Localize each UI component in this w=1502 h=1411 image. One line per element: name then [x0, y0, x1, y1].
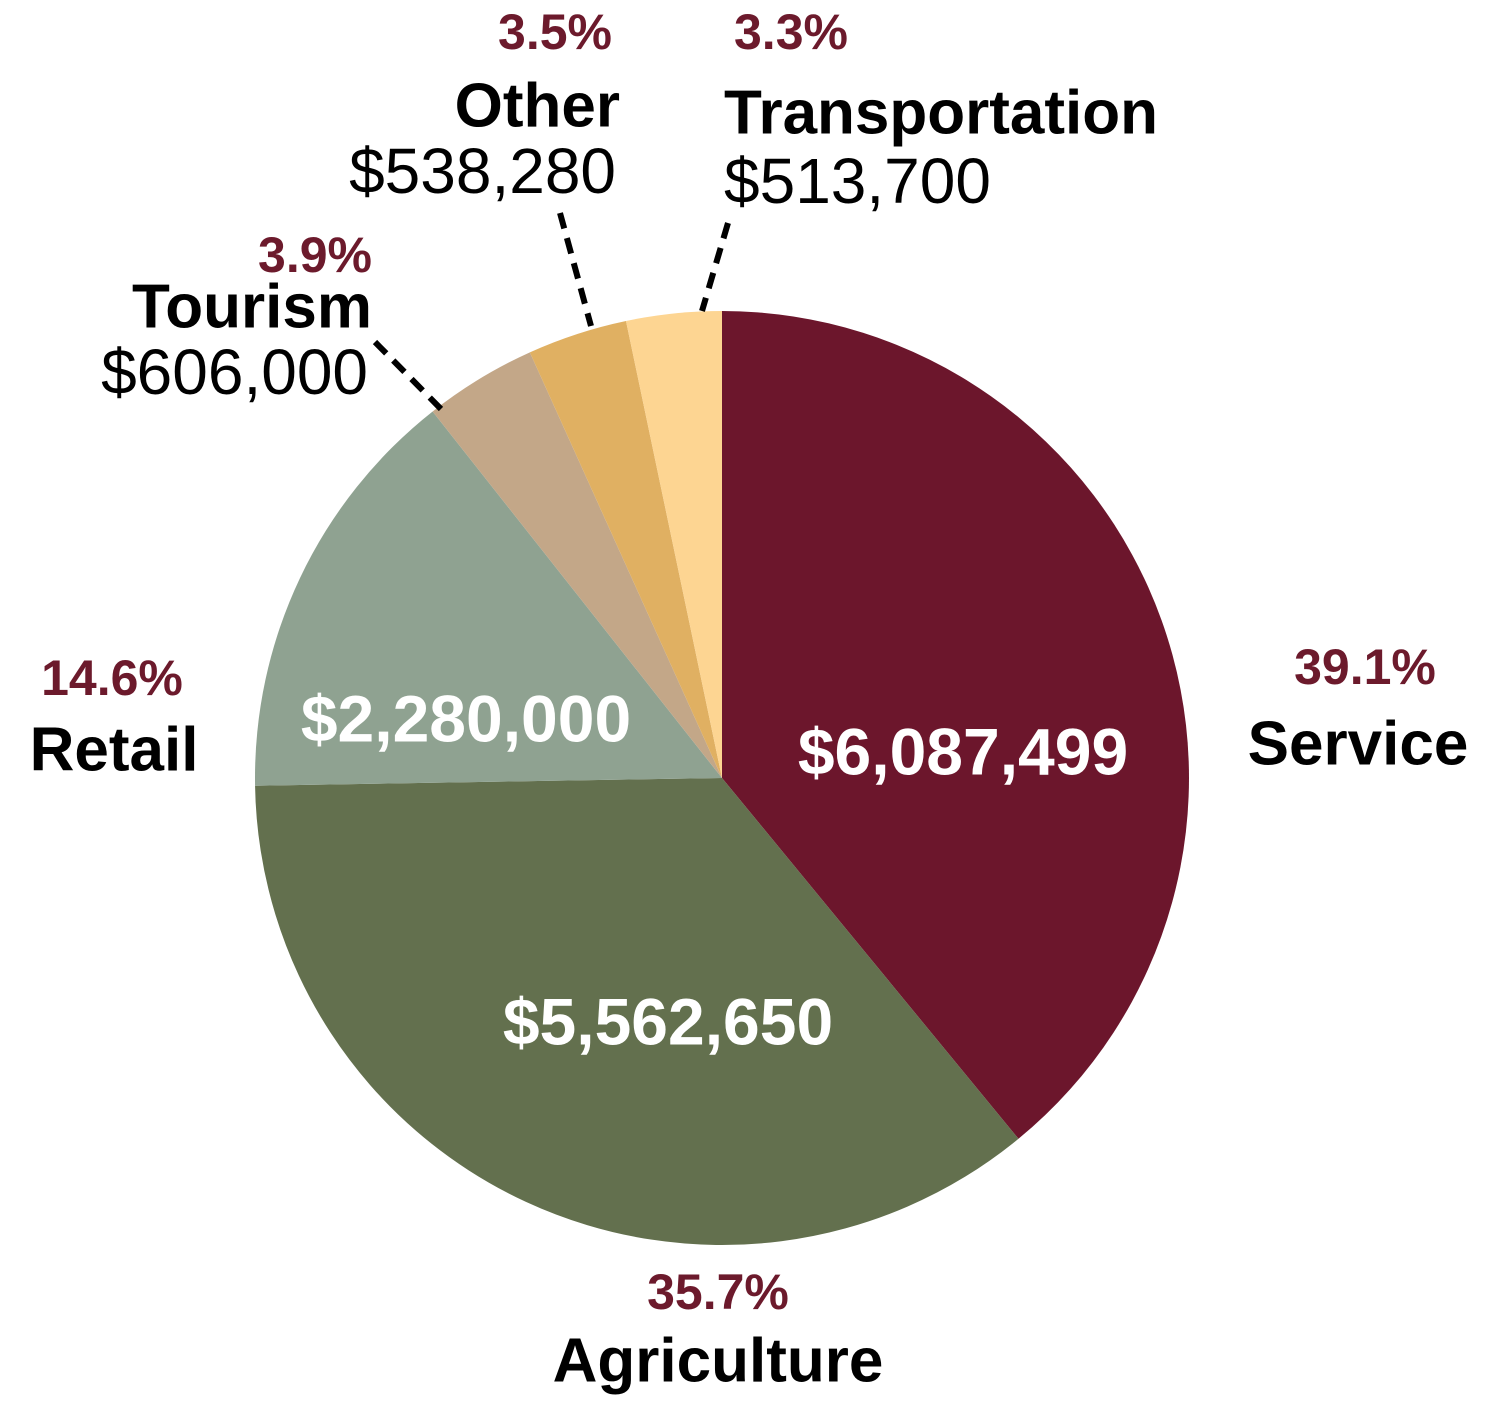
pie-slice-retail [254, 411, 722, 786]
value-label-transportation: $513,700 [724, 145, 991, 217]
percent-label-retail: 14.6% [41, 650, 183, 706]
percent-label-service: 39.1% [1294, 639, 1436, 695]
value-label-other: $538,280 [349, 135, 616, 207]
slice-labels: 39.1% Service $6,087,499 35.7% Agriculture $5… [30, 4, 1469, 1395]
category-label-agriculture: Agriculture [553, 1326, 884, 1395]
pie-slice-transportation [625, 311, 722, 778]
pie-slice-agriculture [255, 778, 1019, 1246]
pie-slice-tourism [432, 352, 722, 778]
leader-line-transportation [699, 222, 731, 312]
leader-line-tourism [372, 339, 445, 413]
percent-label-tourism: 3.9% [258, 227, 372, 283]
pie-slice-service [722, 311, 1189, 1139]
leader-line-other [557, 212, 594, 327]
leader-lines [372, 212, 731, 413]
pie-slices [254, 311, 1189, 1246]
percent-label-agriculture: 35.7% [647, 1264, 789, 1320]
value-label-agriculture: $5,562,650 [503, 984, 833, 1058]
value-label-service: $6,087,499 [798, 714, 1128, 788]
category-label-service: Service [1248, 709, 1469, 778]
category-label-other: Other [455, 71, 620, 140]
category-label-retail: Retail [30, 715, 199, 784]
value-label-retail: $2,280,000 [301, 681, 631, 755]
value-label-tourism: $606,000 [101, 336, 368, 408]
percent-label-transportation: 3.3% [734, 4, 848, 60]
category-label-tourism: Tourism [132, 272, 372, 341]
category-label-transportation: Transportation [724, 78, 1158, 147]
percent-label-other: 3.5% [498, 4, 612, 60]
pie-slice-other [529, 320, 722, 778]
